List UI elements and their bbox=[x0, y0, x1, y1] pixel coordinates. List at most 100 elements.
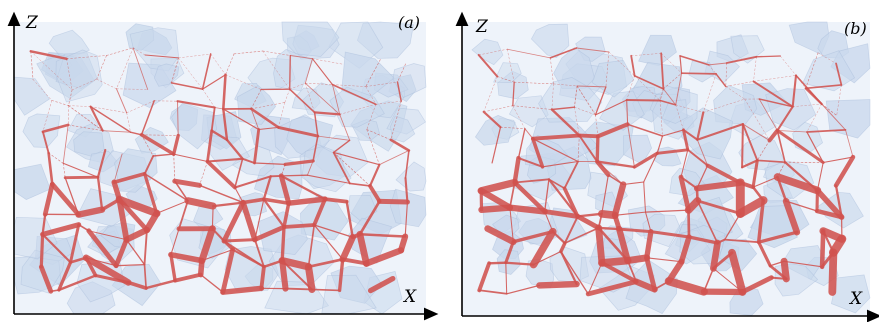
network-throat bbox=[679, 55, 683, 74]
network-throat bbox=[40, 222, 82, 237]
network-throat bbox=[783, 260, 823, 268]
network-throat bbox=[513, 81, 554, 85]
network-throat bbox=[89, 105, 104, 132]
network-throat bbox=[312, 58, 343, 65]
network-throat bbox=[358, 199, 381, 236]
network-throat bbox=[741, 159, 759, 169]
network-throat bbox=[311, 58, 334, 86]
network-throat bbox=[512, 180, 547, 214]
network-throat bbox=[365, 59, 381, 87]
network-throat bbox=[86, 228, 119, 269]
network-throat bbox=[663, 72, 682, 90]
network-throat bbox=[113, 153, 123, 183]
network-throat bbox=[75, 206, 106, 218]
network-throat bbox=[102, 130, 131, 133]
z-axis-label-a: Z bbox=[25, 13, 39, 33]
grain bbox=[153, 63, 180, 87]
network-throat bbox=[775, 129, 825, 164]
network-throat bbox=[116, 196, 130, 243]
network-throat bbox=[141, 134, 179, 136]
network-throat bbox=[253, 162, 286, 166]
network-throat bbox=[517, 128, 526, 159]
network-throat bbox=[678, 234, 692, 265]
grain bbox=[281, 21, 340, 57]
network-throat bbox=[32, 79, 52, 101]
network-throat bbox=[780, 257, 790, 283]
network-throat bbox=[478, 289, 508, 295]
network-throat bbox=[38, 264, 54, 294]
network-throat bbox=[253, 238, 265, 268]
network-throat bbox=[172, 133, 180, 156]
network-throat bbox=[725, 62, 727, 87]
network-throat bbox=[767, 128, 780, 143]
network-throat bbox=[116, 47, 134, 90]
network-throat bbox=[504, 240, 515, 265]
network-throat bbox=[313, 111, 341, 116]
network-throat bbox=[509, 207, 514, 243]
network-throat bbox=[94, 273, 130, 285]
network-throat bbox=[723, 238, 760, 244]
network-throat bbox=[68, 89, 73, 106]
network-throat bbox=[41, 213, 47, 236]
network-throat bbox=[220, 285, 265, 295]
network-throat bbox=[513, 178, 550, 184]
pore-network-b bbox=[477, 47, 856, 297]
network-throat bbox=[250, 108, 260, 130]
network-throat bbox=[559, 241, 567, 254]
network-throat bbox=[551, 106, 576, 111]
network-throat bbox=[90, 106, 127, 114]
network-throat bbox=[390, 100, 402, 141]
network-throat bbox=[152, 153, 175, 157]
network-throat bbox=[755, 55, 781, 58]
grain bbox=[497, 70, 529, 100]
network-throat bbox=[48, 152, 64, 164]
network-throat bbox=[682, 128, 699, 141]
network-throat bbox=[259, 264, 266, 291]
network-throat bbox=[67, 124, 104, 132]
network-throat bbox=[143, 228, 148, 266]
network-throat bbox=[115, 195, 161, 218]
network-throat bbox=[693, 179, 744, 192]
network-throat bbox=[687, 235, 720, 245]
network-throat bbox=[66, 58, 73, 91]
network-throat bbox=[596, 161, 624, 185]
network-throat bbox=[262, 175, 272, 201]
network-throat bbox=[506, 48, 551, 59]
panel-b-figure: Z X (b) bbox=[455, 11, 879, 322]
network-throat bbox=[626, 259, 638, 283]
network-throat bbox=[757, 240, 772, 268]
network-throat bbox=[278, 257, 313, 271]
network-throat bbox=[531, 136, 545, 169]
network-throat bbox=[143, 263, 147, 289]
network-throat bbox=[125, 239, 146, 266]
network-throat bbox=[595, 114, 599, 137]
pore-network-a bbox=[29, 47, 411, 295]
network-throat bbox=[644, 255, 658, 292]
network-throat bbox=[172, 178, 203, 188]
network-throat bbox=[404, 201, 408, 238]
network-throat bbox=[622, 181, 645, 186]
grain bbox=[591, 60, 635, 98]
network-throat bbox=[313, 224, 344, 260]
network-throat bbox=[126, 112, 131, 133]
network-throat bbox=[806, 129, 847, 133]
network-throat bbox=[333, 152, 371, 187]
network-throat bbox=[233, 50, 264, 55]
network-throat bbox=[756, 198, 765, 244]
network-throat bbox=[115, 263, 146, 267]
network-throat bbox=[199, 161, 208, 186]
network-throat bbox=[643, 181, 647, 213]
network-throat bbox=[368, 183, 382, 204]
network-throat bbox=[337, 257, 345, 293]
network-throat bbox=[284, 287, 313, 291]
grain bbox=[493, 62, 522, 84]
network-throat bbox=[117, 197, 150, 233]
network-throat bbox=[752, 176, 779, 188]
network-throat bbox=[404, 176, 409, 204]
network-throat bbox=[170, 228, 180, 256]
network-throat bbox=[627, 123, 635, 168]
network-throat bbox=[200, 273, 224, 293]
network-throat bbox=[497, 76, 515, 83]
network-throat bbox=[740, 275, 774, 295]
grain bbox=[389, 188, 427, 228]
